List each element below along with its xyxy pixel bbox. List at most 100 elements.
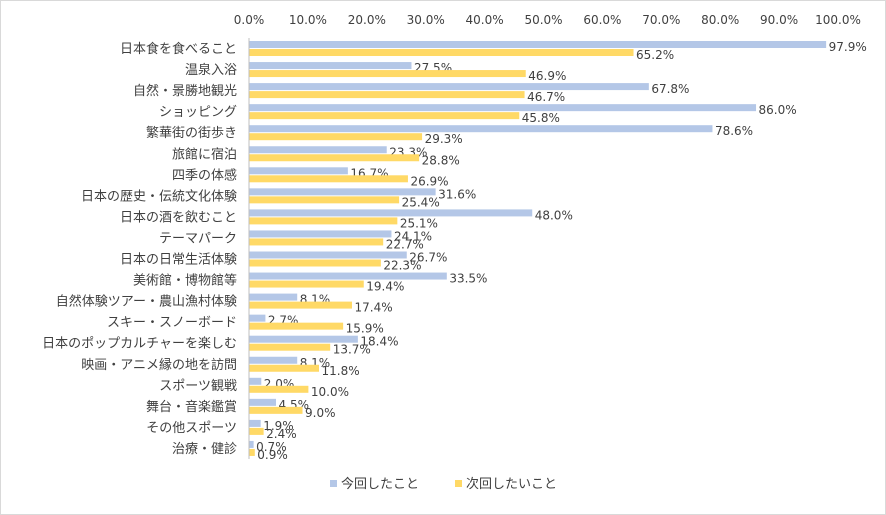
bar-next (249, 385, 309, 393)
data-label: 26.9% (410, 174, 448, 188)
category-label: 自然・景勝地観光 (133, 83, 237, 99)
x-tick-label: 0.0% (234, 13, 265, 27)
bar-current (249, 230, 392, 238)
bar-current (249, 272, 447, 280)
bar-next (249, 70, 526, 78)
bar-next (249, 322, 344, 330)
category-label: 日本の歴史・伝統文化体験 (81, 189, 237, 204)
data-label: 26.7% (409, 251, 447, 265)
data-label: 86.0% (759, 103, 797, 117)
bar-next (249, 301, 352, 309)
bar-current (249, 62, 412, 70)
x-tick-label: 40.0% (466, 13, 504, 27)
data-label: 22.3% (383, 259, 421, 273)
category-label: スキー・スノーボード (107, 316, 237, 331)
bar-next (249, 133, 423, 141)
category-label: 自然体験ツアー・農山漁村体験 (56, 294, 237, 310)
data-label: 97.9% (829, 40, 867, 54)
category-label: 日本の日常生活体験 (120, 253, 237, 268)
data-label: 31.6% (438, 187, 476, 201)
category-label: その他スポーツ (146, 421, 237, 436)
data-label: 18.4% (360, 335, 398, 349)
bar-current (249, 125, 713, 133)
bar-next (249, 49, 634, 56)
data-label: 46.9% (528, 69, 566, 83)
data-label: 0.9% (257, 448, 288, 462)
category-label: 温泉入浴 (185, 62, 237, 78)
data-label: 10.0% (311, 385, 349, 399)
bar-current (249, 104, 757, 112)
data-label: 9.0% (305, 406, 336, 420)
bar-current (249, 398, 277, 406)
bar-current (249, 167, 348, 175)
bar-next (249, 175, 408, 183)
bar-next (249, 91, 525, 99)
data-label: 65.2% (636, 48, 674, 62)
bar-next (249, 406, 303, 414)
bar-current (249, 335, 358, 343)
legend-swatch (455, 480, 462, 487)
data-label: 1.9% (263, 419, 294, 433)
data-label: 11.8% (322, 364, 360, 378)
bar-next (249, 112, 520, 120)
bar-next (249, 238, 384, 246)
data-label: 17.4% (354, 301, 392, 315)
bar-current (249, 293, 298, 301)
legend-label: 今回したこと (341, 476, 419, 492)
data-label: 25.1% (400, 216, 438, 230)
legend-label: 次回したいこと (466, 476, 557, 492)
x-tick-label: 80.0% (701, 13, 739, 27)
bar-current (249, 146, 387, 154)
data-label: 45.8% (522, 111, 560, 125)
data-label: 33.5% (449, 272, 487, 286)
bar-next (249, 154, 420, 162)
category-label: 治療・健診 (172, 441, 237, 457)
bar-current (249, 188, 436, 196)
data-label: 0.7% (256, 440, 287, 454)
category-label: 日本のポップカルチャーを楽しむ (42, 336, 237, 352)
data-label: 13.7% (333, 343, 371, 357)
data-label: 2.4% (266, 427, 297, 441)
legend-swatch (330, 480, 337, 487)
bar-current (249, 356, 298, 364)
bar-next (249, 217, 398, 225)
x-tick-label: 60.0% (583, 13, 621, 27)
bar-next (249, 196, 400, 204)
data-label: 19.4% (366, 280, 404, 294)
category-label: 日本の酒を飲むこと (120, 209, 237, 225)
data-label: 48.0% (535, 208, 573, 222)
bar-current (249, 377, 262, 385)
x-tick-label: 10.0% (289, 13, 327, 27)
bar-current (249, 314, 266, 322)
x-tick-label: 20.0% (348, 13, 386, 27)
bar-next (249, 364, 320, 372)
category-label: ショッピング (159, 105, 237, 120)
category-label: スポーツ観戦 (159, 379, 237, 394)
x-tick-label: 100.0% (815, 13, 861, 27)
x-tick-label: 90.0% (760, 13, 798, 27)
category-label: 美術館・博物館等 (133, 273, 237, 289)
bar-current (249, 419, 261, 427)
category-label: 映画・アニメ縁の地を訪問 (81, 357, 237, 373)
data-label: 28.8% (422, 153, 460, 167)
data-label: 29.3% (425, 132, 463, 146)
category-label: 舞台・音楽鑑賞 (146, 399, 237, 415)
data-label: 22.7% (386, 237, 424, 251)
bar-next (249, 343, 331, 351)
x-tick-label: 30.0% (407, 13, 445, 27)
category-label: 四季の体感 (172, 167, 237, 183)
category-label: 旅館に宿泊 (172, 146, 237, 162)
data-label: 78.6% (715, 124, 753, 138)
data-label: 24.1% (394, 229, 432, 243)
bar-current (249, 251, 407, 259)
data-label: 67.8% (651, 82, 689, 96)
bar-next (249, 259, 381, 267)
bar-current (249, 83, 649, 91)
category-label: 日本食を食べること (120, 41, 237, 57)
data-label: 46.7% (527, 90, 565, 104)
data-label: 15.9% (346, 322, 384, 336)
bar-next (249, 280, 364, 288)
x-tick-label: 70.0% (642, 13, 680, 27)
data-label: 25.4% (402, 195, 440, 209)
bar-current (249, 209, 533, 217)
